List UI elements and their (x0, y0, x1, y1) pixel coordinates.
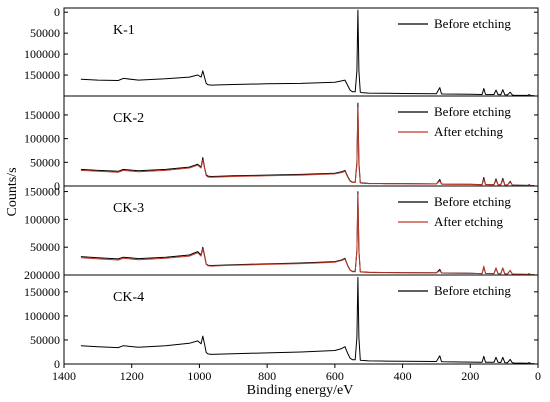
x-tick-label: 400 (394, 369, 412, 383)
x-axis-label: Binding energy/eV (247, 383, 354, 398)
y-tick-label: 150000 (24, 285, 60, 299)
y-tick-label: 0 (54, 179, 60, 193)
y-tick-label: 50000 (30, 333, 60, 347)
y-tick-label: 150000 (24, 68, 60, 82)
x-tick-label: 1200 (120, 369, 144, 383)
y-tick-label: 100000 (24, 47, 60, 61)
y-tick-label: 0 (54, 5, 60, 19)
y-tick-label: 50000 (30, 26, 60, 40)
series-line-after-etching (80, 193, 535, 276)
legend-entry: Before etching (434, 16, 511, 31)
x-tick-label: 200 (461, 369, 479, 383)
panel-label: K-1 (113, 23, 135, 38)
y-tick-label: 50000 (30, 240, 60, 254)
series-line-before-etching (80, 9, 535, 97)
panel-label: CK-4 (113, 290, 144, 305)
y-tick-label: 150000 (24, 185, 60, 199)
legend-entry: After etching (434, 124, 503, 139)
y-tick-label: 200000 (24, 268, 60, 282)
y-tick-label: 100000 (24, 309, 60, 323)
y-tick-label: 50000 (30, 155, 60, 169)
panel-k-1: 150000 100000 50000 0 K-1 Before etching (24, 5, 539, 97)
panel-label: CK-3 (113, 201, 144, 216)
x-tick-label: 800 (258, 369, 276, 383)
panel-frame (63, 274, 539, 365)
y-tick-label: 150000 (24, 108, 60, 122)
y-tick-label: 100000 (24, 132, 60, 146)
series-line-after-etching (80, 107, 535, 187)
x-axis: 1400 1200 1000 800 600 400 200 0 (52, 364, 541, 383)
panel-ck-3: 200000 50000 100000 150000 CK-3 Before etchin… (24, 185, 539, 282)
x-tick-label: 0 (535, 369, 541, 383)
y-axis-label: Counts/s (5, 167, 20, 216)
legend-entry: After etching (434, 214, 503, 229)
x-tick-label: 1000 (187, 369, 211, 383)
panel-ck-2: 0 50000 100000 150000 CK-2 Before etching Afte… (24, 95, 539, 193)
legend-entry: Before etching (434, 283, 511, 298)
x-tick-label: 1400 (52, 369, 76, 383)
y-tick-label: 0 (54, 357, 60, 371)
series-line-before-etching (80, 276, 535, 365)
panel-label: CK-2 (113, 111, 144, 126)
y-tick-label: 100000 (24, 212, 60, 226)
panel-ck-4: 0 50000 100000 150000 CK-4 Before etching (24, 274, 539, 371)
panel-stack: 150000 100000 50000 0 K-1 Before etching 0 5000… (24, 5, 539, 371)
legend-entry: Before etching (434, 194, 511, 209)
legend-entry: Before etching (434, 104, 511, 119)
x-tick-label: 600 (326, 369, 344, 383)
